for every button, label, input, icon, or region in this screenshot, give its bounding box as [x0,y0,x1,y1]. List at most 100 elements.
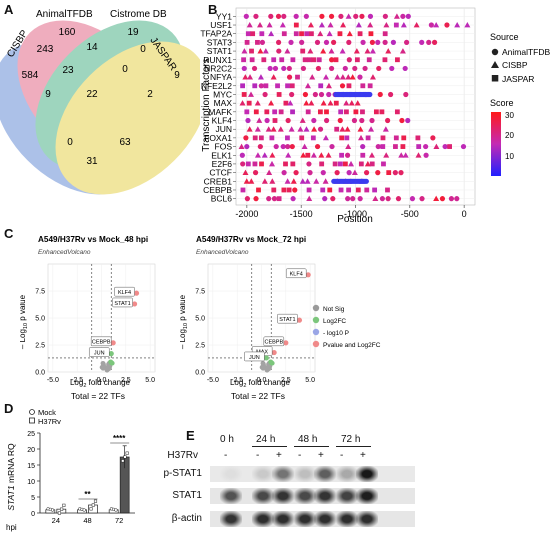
binding-site-point [339,48,346,54]
binding-site-point [300,48,306,54]
binding-site-point [363,178,369,184]
y-tick-label: 20 [27,447,35,454]
blot-band [272,511,294,527]
binding-site-point [238,143,245,149]
binding-site-point [346,170,352,176]
binding-site-point [241,57,246,63]
volcano-point [268,360,274,366]
binding-site-point [290,196,296,202]
binding-site-point [288,126,295,132]
x-axis-label: hpi [6,523,17,532]
binding-site-point [303,13,309,19]
binding-site-point [340,22,347,28]
binding-site-point [308,100,315,106]
binding-site-point [270,126,277,132]
binding-site-point [292,187,298,193]
binding-site-point [328,13,335,19]
binding-site-point [322,196,328,202]
legend-mock-icon [29,409,35,415]
blot-label: β-actin [171,513,202,524]
binding-site-point [286,187,292,193]
legend-source-item: AnimalTFDB [502,47,550,57]
binding-site-point [279,22,286,28]
x-tick-label: 0.0 [97,377,107,384]
gene-label-box [244,351,265,362]
binding-site-point [380,144,386,149]
binding-site-point [287,100,294,106]
binding-site-point [240,161,246,167]
binding-site-point [329,57,335,63]
binding-site-point [318,83,324,89]
binding-site-point [400,13,406,19]
panel-label-c: C [4,226,14,241]
binding-site-point [314,39,321,45]
legend-triangle-icon [491,61,499,68]
binding-site-point [304,82,311,89]
significance-label: ** [84,490,91,499]
binding-site-point [299,39,305,45]
replicate-point [93,499,98,503]
binding-site-point [317,30,324,37]
binding-site-point [318,22,325,28]
treatment-sign: + [318,450,324,461]
binding-site-point [300,152,307,158]
binding-site-point [355,22,362,28]
treatment-sign: + [276,450,282,461]
binding-site-point [266,169,273,176]
binding-site-point [279,57,285,63]
binding-site-point [368,126,375,132]
y-tick-label: 15 [27,463,35,470]
x-tick-label: -2000 [235,209,258,219]
y-tick-label: NFE2L2 [201,81,232,91]
binding-site-point [266,22,273,28]
legend-label: Not Sig [323,306,345,313]
binding-site-point [353,109,359,115]
blot-band [356,511,378,527]
binding-site-point [360,152,366,158]
legend-dot [312,340,320,348]
venn-count: 0 [122,64,128,75]
binding-site-point [344,152,351,158]
binding-site-point [385,196,391,202]
binding-site-point [240,83,245,89]
binding-site-point [249,57,255,63]
western-blot: 0 h 24 h 48 h 72 h H37Rv - - + - + - + p-STAT1… [163,430,548,535]
treatment-row: - - + - + - + [208,450,418,462]
binding-site-point [359,117,365,124]
y-tick-label: 2.5 [195,343,205,350]
x-tick-label: -5.0 [47,377,59,384]
binding-site-point [383,22,390,28]
binding-site-point [286,65,292,72]
binding-site-point [269,160,276,167]
binding-site-point [285,83,290,89]
binding-site-point [454,22,461,28]
binding-site-point [366,57,372,63]
binding-site-point [423,152,429,158]
y-tick-label: TFAP2A [200,29,232,39]
binding-site-point [402,152,409,158]
binding-site-point [303,100,310,106]
binding-site-point [289,83,295,89]
binding-site-point [317,126,324,132]
blot-band [252,466,274,482]
binding-site-point [253,196,259,202]
binding-site-point [293,22,299,28]
legend-source-item: JASPAR [502,74,534,84]
binding-site-point [323,74,330,80]
binding-site-point [309,31,314,37]
volcano-footer: Total = 22 TFs [71,391,125,401]
volcano-point [133,290,140,296]
binding-site-point [245,161,251,167]
y-tick-label: STAT1 [207,46,232,56]
time-label: 0 h [220,434,234,445]
binding-site-point [398,170,404,176]
binding-site-point [254,126,261,132]
binding-site-point [375,170,381,176]
binding-site-point [262,91,268,98]
binding-site-point [402,65,408,72]
x-tick-label: 0 [462,209,467,219]
binding-site-point [315,65,322,72]
replicate-point [57,511,61,515]
time-label: 48 h [298,434,318,445]
y-axis-label: Transcription Factors [201,58,212,152]
